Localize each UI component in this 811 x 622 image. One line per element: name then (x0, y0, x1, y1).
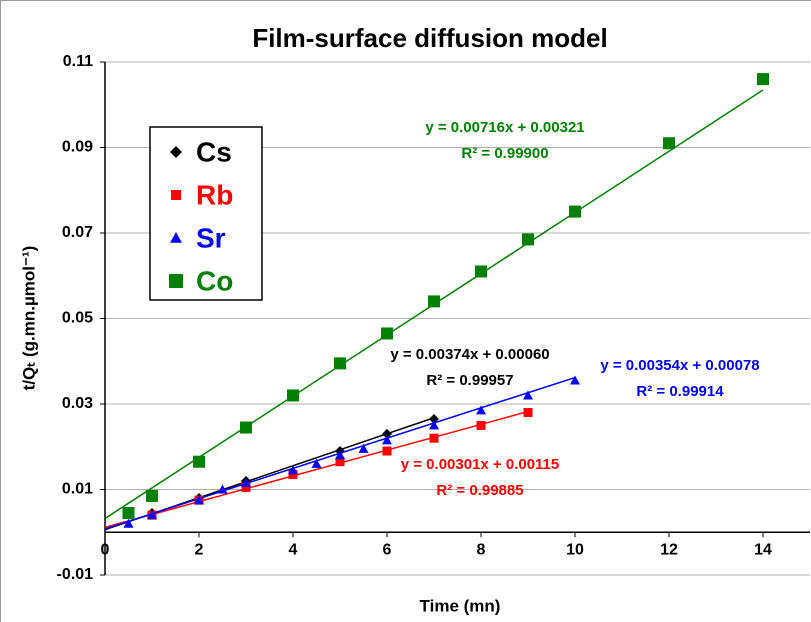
x-tick-label: 4 (289, 541, 298, 558)
x-tick-label: 2 (195, 541, 204, 558)
marker (122, 507, 135, 520)
marker (288, 465, 298, 475)
marker (335, 457, 345, 467)
marker (147, 510, 157, 520)
marker (358, 443, 369, 453)
marker (335, 450, 345, 460)
trendline-equation: y = 0.00301x + 0.00115 (401, 456, 560, 473)
marker (311, 458, 322, 468)
legend-box (149, 126, 263, 301)
marker (171, 190, 181, 200)
marker (476, 405, 486, 415)
y-tick-label: 0.01 (62, 481, 93, 498)
trendline-r2: R² = 0.99885 (436, 482, 523, 499)
marker (381, 327, 393, 340)
marker (569, 205, 581, 218)
legend-label: Rb (196, 179, 233, 210)
legend-label: Co (196, 265, 233, 296)
trendline (104, 410, 529, 529)
x-tick-label: 12 (660, 541, 678, 558)
marker (522, 233, 534, 246)
marker (663, 137, 675, 150)
marker (757, 73, 769, 86)
trendline-equation: y = 0.00716x + 0.00321 (425, 119, 584, 136)
marker (382, 435, 392, 445)
x-tick-label: 14 (754, 541, 772, 558)
marker (170, 232, 182, 243)
marker (429, 433, 439, 443)
chart-title: Film-surface diffusion model (252, 23, 607, 53)
marker (523, 390, 533, 400)
marker (523, 408, 533, 418)
marker (429, 420, 439, 430)
marker (428, 295, 440, 308)
marker (288, 470, 298, 480)
marker (193, 455, 205, 468)
trendline-r2: R² = 0.99914 (636, 383, 724, 400)
marker (334, 357, 346, 370)
marker (382, 428, 392, 439)
marker (240, 421, 252, 434)
x-tick-label: 10 (566, 541, 584, 558)
x-tick-label: 8 (477, 541, 486, 558)
legend-label: Cs (196, 136, 232, 167)
marker (217, 484, 228, 494)
y-axis-label: t/Qₜ (g.mn.µmol⁻¹) (19, 246, 38, 391)
marker (241, 478, 251, 488)
y-tick-label: 0.11 (63, 53, 93, 70)
trendline-r2: R² = 0.99900 (461, 145, 548, 162)
marker (475, 265, 487, 278)
marker (123, 518, 134, 528)
marker (287, 389, 299, 402)
x-tick-label: 6 (383, 541, 392, 558)
trendline-equation: y = 0.00354x + 0.00078 (600, 357, 759, 374)
marker (382, 446, 392, 456)
marker (169, 274, 183, 288)
x-axis-label: Time (mn) (420, 596, 501, 615)
x-tick-label: 0 (101, 541, 110, 558)
trendline-equation: y = 0.00374x + 0.00060 (390, 346, 549, 363)
y-tick-label: 0.09 (62, 139, 93, 156)
y-tick-label: 0.03 (62, 395, 93, 412)
legend-label: Sr (196, 222, 226, 253)
marker (146, 489, 158, 502)
trendline-r2: R² = 0.99957 (426, 372, 513, 389)
marker (570, 375, 580, 385)
y-tick-label: -0.01 (57, 566, 94, 583)
marker (194, 495, 204, 505)
y-tick-label: 0.07 (62, 224, 93, 241)
marker (476, 420, 486, 430)
marker (241, 482, 251, 492)
y-tick-label: 0.05 (62, 310, 93, 327)
marker (170, 146, 182, 158)
